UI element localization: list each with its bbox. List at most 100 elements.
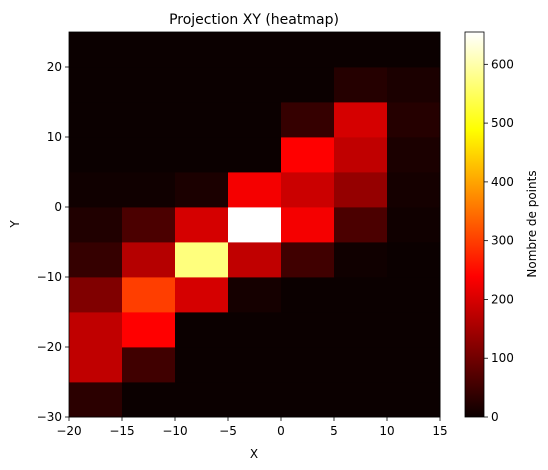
heatmap-cell <box>281 312 335 348</box>
heatmap-cell <box>387 67 441 103</box>
x-tick-label: 0 <box>277 424 285 438</box>
heatmap-cell <box>281 32 335 68</box>
heatmap-cell <box>122 347 176 383</box>
y-axis-label: Y <box>8 220 22 229</box>
x-tick-label: 15 <box>432 424 447 438</box>
heatmap-cell <box>122 32 176 68</box>
heatmap-cell <box>175 172 229 208</box>
heatmap-cell <box>281 137 335 173</box>
x-tick-label: −5 <box>219 424 237 438</box>
heatmap-cell <box>334 207 388 243</box>
heatmap-cell <box>387 32 441 68</box>
heatmap-cell <box>175 347 229 383</box>
heatmap-cell <box>175 102 229 138</box>
heatmap-cell <box>387 207 441 243</box>
heatmap-cell <box>69 137 123 173</box>
y-tick-label: 20 <box>47 60 62 74</box>
heatmap-cell <box>281 102 335 138</box>
heatmap-cell <box>122 277 176 313</box>
heatmap-cell <box>387 312 441 348</box>
heatmap-cell <box>175 312 229 348</box>
colorbar <box>464 31 485 418</box>
heatmap-cell <box>228 32 282 68</box>
heatmap-cell <box>387 277 441 313</box>
heatmap-cell <box>175 32 229 68</box>
heatmap-cell <box>69 347 123 383</box>
heatmap-cell <box>334 67 388 103</box>
heatmap-cell <box>228 102 282 138</box>
heatmap-cell <box>69 207 123 243</box>
heatmap-cell <box>387 102 441 138</box>
heatmap-cell <box>334 347 388 383</box>
heatmap-cell <box>175 242 229 278</box>
heatmap-cell <box>122 67 176 103</box>
y-axis: −30 −20 −10 0 10 20 <box>37 60 69 424</box>
plot-frame <box>68 31 441 418</box>
heatmap-cell <box>281 382 335 418</box>
colorbar-tick-label: 600 <box>491 57 514 71</box>
heatmap-cell <box>175 67 229 103</box>
heatmap-cell <box>122 172 176 208</box>
heatmap-cell <box>281 242 335 278</box>
colorbar-tick-label: 500 <box>491 116 514 130</box>
heatmap-cell <box>387 242 441 278</box>
heatmap-cells <box>69 32 441 418</box>
x-tick-label: 5 <box>330 424 338 438</box>
colorbar-tick-label: 100 <box>491 351 514 365</box>
heatmap-cell <box>122 382 176 418</box>
heatmap-cell <box>281 67 335 103</box>
heatmap-cell <box>387 347 441 383</box>
heatmap-cell <box>387 137 441 173</box>
colorbar-tick-label: 300 <box>491 234 514 248</box>
heatmap-cell <box>175 277 229 313</box>
heatmap-cell <box>122 102 176 138</box>
heatmap-cell <box>228 67 282 103</box>
heatmap-cell <box>228 277 282 313</box>
x-axis: −20 −15 −10 −5 0 5 10 15 <box>56 417 448 438</box>
heatmap-cell <box>228 172 282 208</box>
heatmap-cell <box>69 102 123 138</box>
heatmap-cell <box>228 312 282 348</box>
colorbar-tick-label: 200 <box>491 292 514 306</box>
colorbar-tick-label: 400 <box>491 175 514 189</box>
colorbar-label: Nombre de points <box>525 170 539 277</box>
heatmap-cell <box>334 242 388 278</box>
x-tick-label: −15 <box>109 424 134 438</box>
heatmap-cell <box>228 242 282 278</box>
heatmap-cell <box>387 382 441 418</box>
heatmap-cell <box>228 137 282 173</box>
heatmap-cell <box>69 312 123 348</box>
heatmap-cell <box>69 67 123 103</box>
heatmap-cell <box>175 207 229 243</box>
y-tick-label: −20 <box>37 340 62 354</box>
x-axis-label: X <box>250 447 258 461</box>
heatmap-cell <box>69 382 123 418</box>
heatmap-cell <box>334 137 388 173</box>
heatmap-cell <box>334 172 388 208</box>
heatmap-cell <box>334 277 388 313</box>
heatmap-cell <box>175 137 229 173</box>
heatmap-cell <box>228 347 282 383</box>
heatmap-cell <box>281 172 335 208</box>
y-tick-label: 10 <box>47 130 62 144</box>
x-tick-label: −10 <box>162 424 187 438</box>
heatmap-cell <box>334 312 388 348</box>
heatmap-cell <box>122 312 176 348</box>
heatmap-cell <box>175 382 229 418</box>
colorbar-axis: 0 100 200 300 400 500 600 <box>484 57 514 424</box>
heatmap-cell <box>69 277 123 313</box>
heatmap-cell <box>69 172 123 208</box>
heatmap-cell <box>281 207 335 243</box>
y-tick-label: 0 <box>54 200 62 214</box>
heatmap-cell <box>228 382 282 418</box>
heatmap-cell <box>334 382 388 418</box>
heatmap-cell <box>228 207 282 243</box>
heatmap-cell <box>334 102 388 138</box>
heatmap-cell <box>69 32 123 68</box>
heatmap-cell <box>69 242 123 278</box>
y-tick-label: −30 <box>37 410 62 424</box>
colorbar-tick-label: 0 <box>491 410 499 424</box>
x-tick-label: −20 <box>56 424 81 438</box>
heatmap-cell <box>122 207 176 243</box>
